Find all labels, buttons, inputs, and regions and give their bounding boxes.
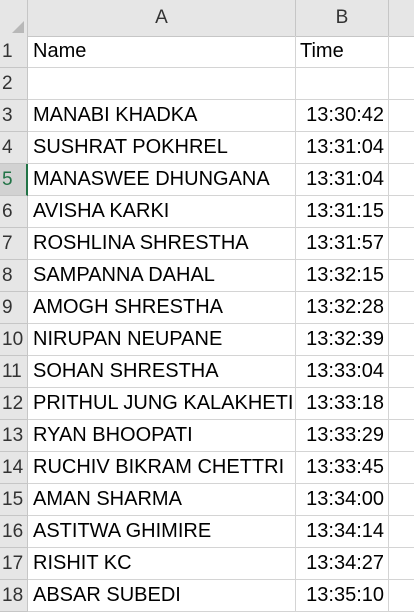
table-row: 6 AVISHA KARKI 13:31:15 (0, 196, 414, 228)
row-header[interactable]: 5 (0, 164, 28, 196)
row-header[interactable]: 14 (0, 452, 28, 484)
cell-time[interactable]: 13:33:29 (296, 420, 389, 452)
cell-name[interactable] (28, 68, 296, 100)
table-row: 13 RYAN BHOOPATI 13:33:29 (0, 420, 414, 452)
cell-name[interactable]: RYAN BHOOPATI (28, 420, 296, 452)
cell-empty[interactable] (389, 420, 414, 452)
table-row: 3 MANABI KHADKA 13:30:42 (0, 100, 414, 132)
cell-time[interactable]: 13:31:15 (296, 196, 389, 228)
cell-time[interactable]: 13:32:15 (296, 260, 389, 292)
cell-time[interactable]: 13:31:04 (296, 164, 389, 196)
table-row: 10 NIRUPAN NEUPANE 13:32:39 (0, 324, 414, 356)
cell-name[interactable]: ASTITWA GHIMIRE (28, 516, 296, 548)
table-row: 7 ROSHLINA SHRESTHA 13:31:57 (0, 228, 414, 260)
cell-time[interactable]: 13:33:45 (296, 452, 389, 484)
cell-empty[interactable] (389, 132, 414, 164)
cell-name[interactable]: ROSHLINA SHRESTHA (28, 228, 296, 260)
cell-name[interactable]: MANABI KHADKA (28, 100, 296, 132)
column-header-b[interactable]: B (296, 0, 389, 36)
cell-name[interactable]: PRITHUL JUNG KALAKHETI (28, 388, 296, 420)
cell-name[interactable]: MANASWEE DHUNGANA (28, 164, 296, 196)
grid-rows: 1 Name Time 2 3 MANABI KHADKA 13:30:42 4 SUSHRAT… (0, 36, 414, 612)
select-all-icon (12, 21, 24, 33)
cell-empty[interactable] (389, 324, 414, 356)
cell-empty[interactable] (389, 388, 414, 420)
row-header[interactable]: 18 (0, 580, 28, 612)
cell-empty[interactable] (389, 452, 414, 484)
table-row: 9 AMOGH SHRESTHA 13:32:28 (0, 292, 414, 324)
cell-time[interactable]: 13:34:27 (296, 548, 389, 580)
cell-name[interactable]: AMOGH SHRESTHA (28, 292, 296, 324)
cell-name[interactable]: RUCHIV BIKRAM CHETTRI (28, 452, 296, 484)
cell-time[interactable] (296, 68, 389, 100)
cell-empty[interactable] (389, 228, 414, 260)
row-header[interactable]: 8 (0, 260, 28, 292)
row-header[interactable]: 17 (0, 548, 28, 580)
cell-time[interactable]: 13:32:39 (296, 324, 389, 356)
row-header[interactable]: 15 (0, 484, 28, 516)
cell-name[interactable]: ABSAR SUBEDI (28, 580, 296, 612)
cell-time[interactable]: 13:33:18 (296, 388, 389, 420)
cell-name[interactable]: SAMPANNA DAHAL (28, 260, 296, 292)
cell-time[interactable]: 13:31:57 (296, 228, 389, 260)
cell-empty[interactable] (389, 100, 414, 132)
table-row: 2 (0, 68, 414, 100)
cell-time[interactable]: 13:34:00 (296, 484, 389, 516)
table-row: 4 SUSHRAT POKHREL 13:31:04 (0, 132, 414, 164)
select-all-button[interactable] (0, 0, 28, 36)
cell-name[interactable]: AVISHA KARKI (28, 196, 296, 228)
cell-empty[interactable] (389, 196, 414, 228)
table-row: 17 RISHIT KC 13:34:27 (0, 548, 414, 580)
cell-time[interactable]: Time (296, 36, 389, 68)
cell-empty[interactable] (389, 580, 414, 612)
cell-time[interactable]: 13:30:42 (296, 100, 389, 132)
row-header[interactable]: 10 (0, 324, 28, 356)
column-header-c[interactable] (389, 0, 414, 36)
table-row: 12 PRITHUL JUNG KALAKHETI 13:33:18 (0, 388, 414, 420)
cell-empty[interactable] (389, 260, 414, 292)
row-header[interactable]: 16 (0, 516, 28, 548)
cell-empty[interactable] (389, 292, 414, 324)
row-header[interactable]: 4 (0, 132, 28, 164)
cell-empty[interactable] (389, 68, 414, 100)
cell-empty[interactable] (389, 548, 414, 580)
cell-name[interactable]: RISHIT KC (28, 548, 296, 580)
row-header[interactable]: 3 (0, 100, 28, 132)
cell-empty[interactable] (389, 36, 414, 68)
table-row: 5 MANASWEE DHUNGANA 13:31:04 (0, 164, 414, 196)
row-header[interactable]: 9 (0, 292, 28, 324)
row-header[interactable]: 2 (0, 68, 28, 100)
cell-empty[interactable] (389, 484, 414, 516)
table-row: 15 AMAN SHARMA 13:34:00 (0, 484, 414, 516)
table-row: 11 SOHAN SHRESTHA 13:33:04 (0, 356, 414, 388)
row-header[interactable]: 11 (0, 356, 28, 388)
table-row: 14 RUCHIV BIKRAM CHETTRI 13:33:45 (0, 452, 414, 484)
cell-name[interactable]: NIRUPAN NEUPANE (28, 324, 296, 356)
cell-empty[interactable] (389, 164, 414, 196)
cell-time[interactable]: 13:33:04 (296, 356, 389, 388)
cell-name[interactable]: AMAN SHARMA (28, 484, 296, 516)
table-row: 8 SAMPANNA DAHAL 13:32:15 (0, 260, 414, 292)
column-header-bar: A B (0, 0, 414, 37)
row-header[interactable]: 13 (0, 420, 28, 452)
cell-time[interactable]: 13:31:04 (296, 132, 389, 164)
cell-time[interactable]: 13:34:14 (296, 516, 389, 548)
table-row: 1 Name Time (0, 36, 414, 68)
table-row: 16 ASTITWA GHIMIRE 13:34:14 (0, 516, 414, 548)
row-header[interactable]: 6 (0, 196, 28, 228)
table-row: 18 ABSAR SUBEDI 13:35:10 (0, 580, 414, 612)
cell-name[interactable]: SUSHRAT POKHREL (28, 132, 296, 164)
row-header[interactable]: 7 (0, 228, 28, 260)
row-header[interactable]: 12 (0, 388, 28, 420)
cell-empty[interactable] (389, 356, 414, 388)
cell-empty[interactable] (389, 516, 414, 548)
column-header-a[interactable]: A (28, 0, 296, 36)
row-header[interactable]: 1 (0, 36, 28, 68)
cell-time[interactable]: 13:35:10 (296, 580, 389, 612)
cell-name[interactable]: SOHAN SHRESTHA (28, 356, 296, 388)
cell-time[interactable]: 13:32:28 (296, 292, 389, 324)
cell-name[interactable]: Name (28, 36, 296, 68)
